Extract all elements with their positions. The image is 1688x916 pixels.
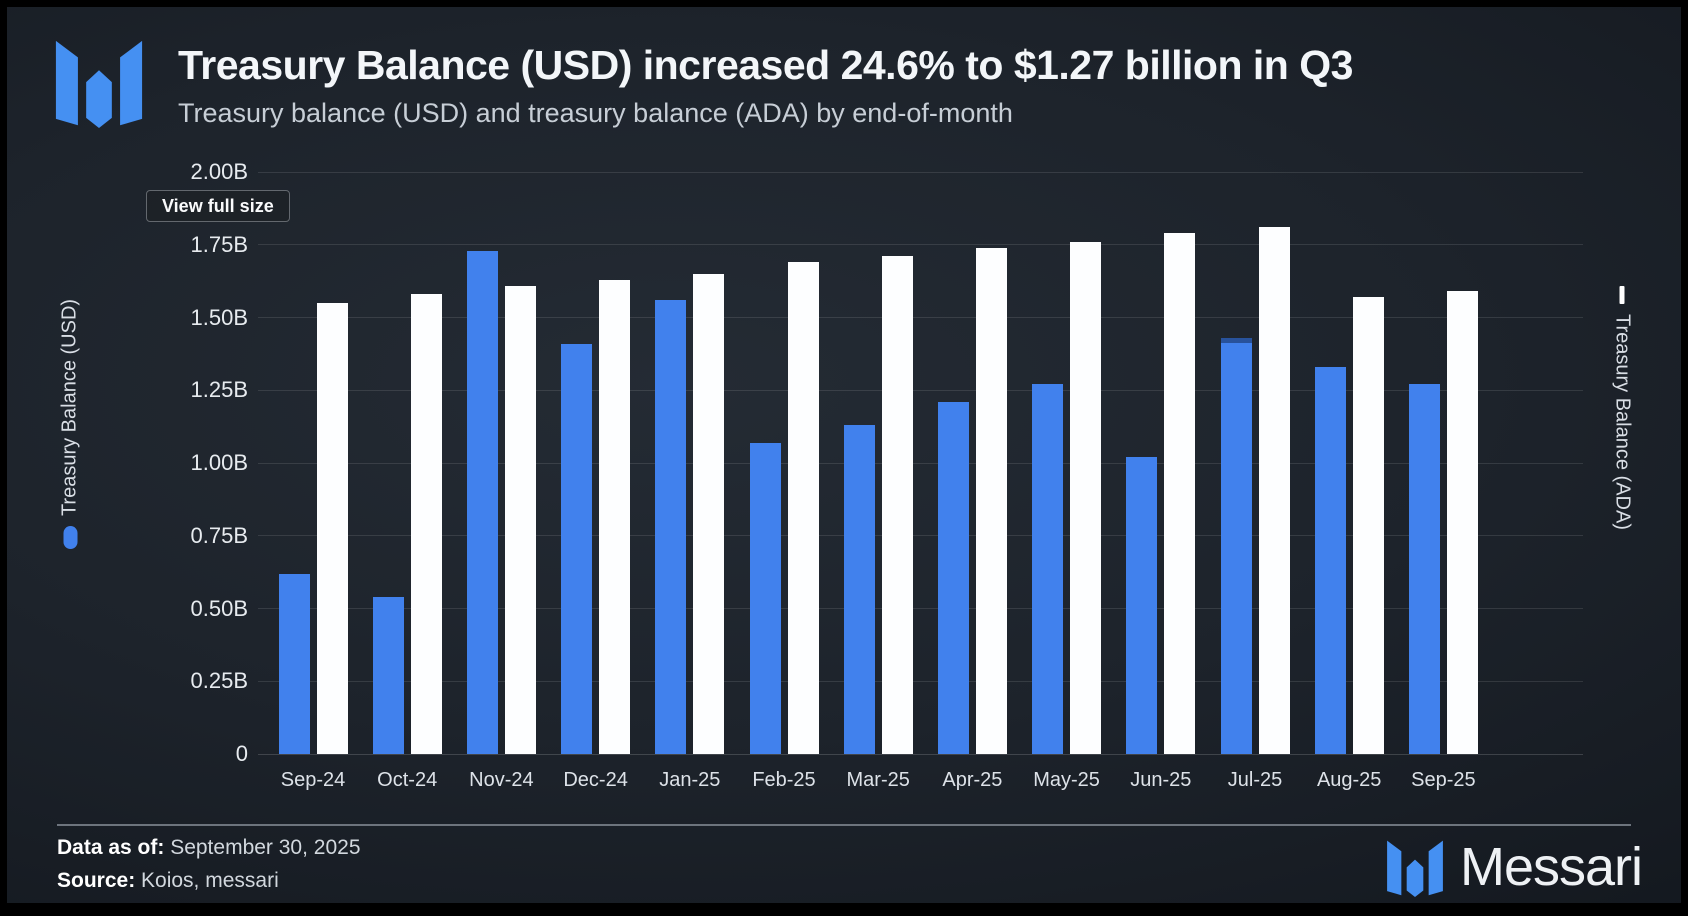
right-axis-label-text: Treasury Balance (ADA) bbox=[1611, 314, 1634, 530]
bar-ada-Apr-25 bbox=[975, 247, 1007, 754]
x-axis-tick-Mar-25: Mar-25 bbox=[846, 769, 910, 791]
bar-ada-Feb-25 bbox=[787, 262, 819, 754]
gridline-0.75B bbox=[258, 535, 1583, 537]
x-axis-tick-Sep-25: Sep-25 bbox=[1411, 769, 1476, 791]
bar-usd-Oct-24 bbox=[372, 596, 404, 754]
y-axis-tick-0.50B: 0.50B bbox=[190, 595, 249, 621]
bar-ada-Mar-25 bbox=[881, 256, 913, 754]
bar-ada-Jul-25 bbox=[1258, 227, 1290, 754]
data-as-of-label: Data as of: bbox=[57, 836, 165, 859]
bar-hover-shade bbox=[1220, 337, 1252, 343]
bar-usd-Feb-25 bbox=[749, 442, 781, 754]
y-axis-tick-0: 0 bbox=[235, 741, 248, 766]
bar-usd-Mar-25 bbox=[843, 425, 875, 754]
x-axis-tick-Feb-25: Feb-25 bbox=[752, 769, 816, 791]
messari-footer-logo-icon bbox=[1387, 840, 1443, 897]
bar-usd-Apr-25 bbox=[937, 401, 969, 754]
messari-logo-icon bbox=[55, 40, 143, 128]
x-axis-tick-Apr-25: Apr-25 bbox=[942, 769, 1003, 791]
bar-usd-Sep-24 bbox=[278, 573, 310, 754]
x-axis-tick-Jan-25: Jan-25 bbox=[659, 769, 721, 791]
gridline-0.50B bbox=[258, 608, 1583, 609]
bar-ada-Dec-24 bbox=[599, 279, 631, 754]
y-axis-tick-1.50B: 1.50B bbox=[190, 304, 249, 330]
gridline-1.00B bbox=[258, 462, 1583, 464]
usd-series-legend-marker bbox=[63, 526, 77, 550]
bar-ada-Aug-25 bbox=[1352, 297, 1384, 754]
y-axis-tick-1.25B: 1.25B bbox=[190, 377, 249, 403]
footer-divider bbox=[57, 824, 1631, 826]
page-title: Treasury Balance (USD) increased 24.6% t… bbox=[178, 42, 1353, 88]
ada-series-legend-marker bbox=[1619, 286, 1625, 304]
y-axis-tick-0.25B: 0.25B bbox=[190, 668, 249, 694]
left-axis-label: Treasury Balance (USD) bbox=[58, 298, 82, 550]
right-axis-label: Treasury Balance (ADA) bbox=[1611, 286, 1634, 530]
x-axis-tick-Dec-24: Dec-24 bbox=[563, 769, 628, 791]
bar-usd-Dec-24 bbox=[561, 343, 593, 754]
bar-ada-Nov-24 bbox=[504, 285, 536, 754]
x-axis-tick-Jul-25: Jul-25 bbox=[1227, 769, 1283, 791]
bar-ada-Sep-24 bbox=[316, 302, 348, 754]
gridline-1.25B bbox=[258, 389, 1583, 391]
y-axis-tick-1.75B: 1.75B bbox=[190, 231, 249, 257]
bar-ada-Sep-25 bbox=[1446, 291, 1478, 754]
x-axis-tick-Sep-24: Sep-24 bbox=[280, 769, 346, 791]
y-axis-tick-1.00B: 1.00B bbox=[190, 450, 249, 475]
data-as-of-value: September 30, 2025 bbox=[164, 836, 361, 859]
x-axis-tick-May-25: May-25 bbox=[1033, 769, 1100, 791]
gridline-1.50B bbox=[258, 317, 1583, 318]
bar-ada-Oct-24 bbox=[410, 294, 442, 754]
page-subtitle: Treasury balance (USD) and treasury bala… bbox=[178, 98, 1013, 128]
y-axis-tick-2.00B: 2.00B bbox=[190, 159, 249, 184]
gridline-2.00B bbox=[258, 171, 1583, 173]
y-axis-tick-0.75B: 0.75B bbox=[190, 522, 249, 548]
bar-usd-Jul-25 bbox=[1220, 337, 1252, 754]
bar-usd-Jun-25 bbox=[1126, 457, 1158, 754]
bar-usd-Aug-25 bbox=[1314, 367, 1346, 754]
bar-usd-Sep-25 bbox=[1408, 384, 1440, 754]
gridline-0.25B bbox=[258, 680, 1583, 682]
x-axis-tick-Aug-25: Aug-25 bbox=[1316, 769, 1382, 791]
bar-ada-Jan-25 bbox=[693, 273, 725, 754]
messari-wordmark: Messari bbox=[1460, 837, 1643, 897]
data-as-of: Data as of: September 30, 2025 bbox=[57, 836, 361, 860]
x-axis-tick-Oct-24: Oct-24 bbox=[377, 769, 438, 791]
bar-ada-May-25 bbox=[1070, 241, 1102, 754]
bar-usd-May-25 bbox=[1032, 384, 1064, 754]
gridline-0 bbox=[258, 753, 1583, 755]
view-full-size-button[interactable]: View full size bbox=[146, 190, 290, 222]
source-value: Koios, messari bbox=[135, 869, 279, 892]
bar-usd-Nov-24 bbox=[466, 250, 498, 754]
x-axis-tick-Nov-24: Nov-24 bbox=[469, 769, 534, 791]
source: Source: Koios, messari bbox=[57, 869, 279, 893]
gridline-1.75B bbox=[258, 244, 1583, 246]
bar-usd-Jan-25 bbox=[655, 300, 687, 754]
x-axis-tick-Jun-25: Jun-25 bbox=[1130, 769, 1192, 791]
source-label: Source: bbox=[57, 869, 136, 892]
left-axis-label-text: Treasury Balance (USD) bbox=[58, 298, 81, 517]
bar-ada-Jun-25 bbox=[1164, 233, 1196, 754]
